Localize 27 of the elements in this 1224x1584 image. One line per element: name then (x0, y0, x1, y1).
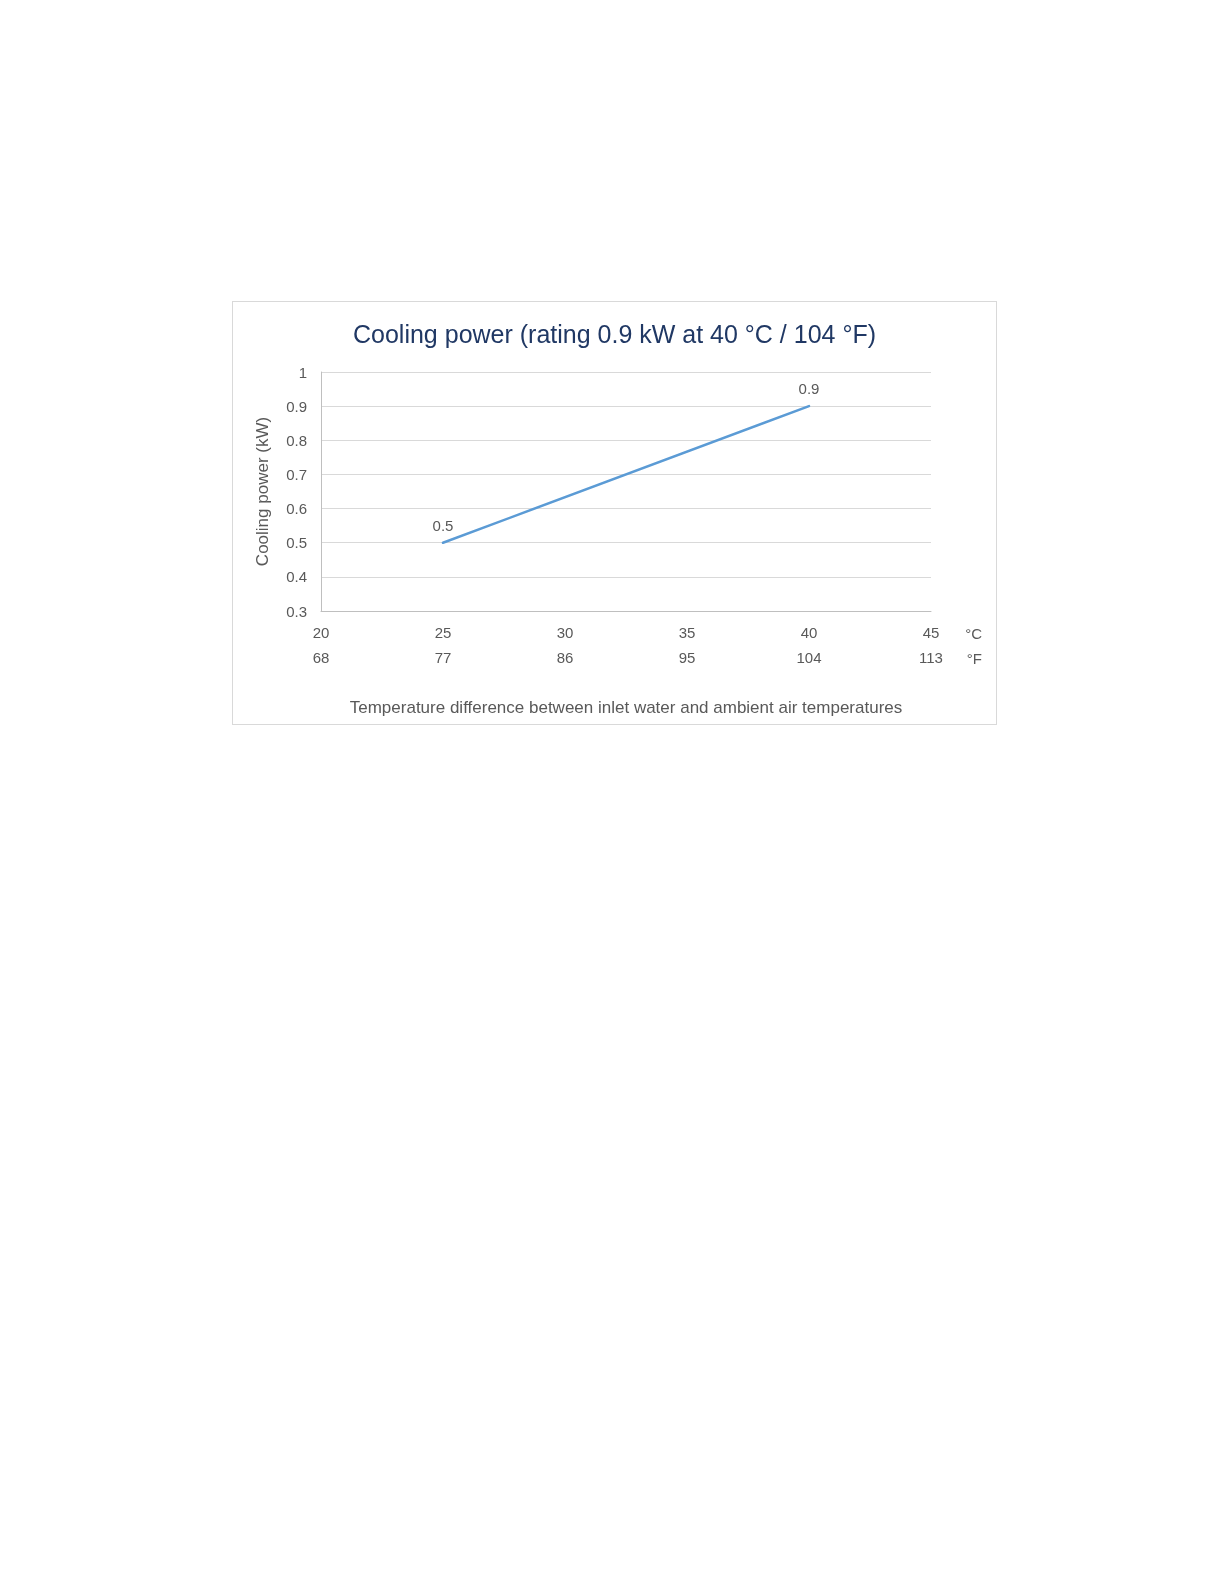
x-tick-label: 30 (556, 624, 574, 641)
chart-title: Cooling power (rating 0.9 kW at 40 °C / 104 °F) (353, 319, 876, 348)
y-tick-label: 1 (298, 363, 307, 381)
x-tick-label: 40 (800, 624, 818, 641)
y-tick-label: 0.9 (286, 397, 307, 415)
y-tick-label: 0.3 (286, 602, 307, 620)
x2-tick-label: 95 (678, 649, 696, 666)
x2-tick-label: 113 (919, 649, 943, 666)
y-tick-label: 0.8 (286, 431, 307, 449)
x2-tick-label: 86 (556, 649, 574, 666)
x-tick-label: 35 (678, 624, 696, 641)
y-tick-label: 0.4 (286, 568, 307, 586)
y-axis-title: Cooling power (kW) (253, 416, 272, 567)
x-tick-label: 45 (922, 624, 940, 641)
x-tick-label: 25 (434, 624, 452, 641)
y-tick-label: 0.7 (286, 465, 307, 483)
text: °C (965, 625, 983, 642)
x2-tick-label: 68 (312, 649, 330, 666)
data-label: 0.5 (432, 516, 454, 534)
y-tick-label: 0.5 (286, 534, 307, 552)
data-label: 0.9 (798, 380, 820, 398)
text: °F (966, 650, 983, 667)
x2-tick-label: 104 (796, 649, 822, 666)
x-axis-title: Temperature difference between inlet water and ambient air temperatures (349, 698, 903, 717)
x2-tick-label: 77 (434, 649, 452, 666)
x-tick-label: 20 (312, 624, 330, 641)
y-tick-label: 0.6 (286, 500, 307, 518)
